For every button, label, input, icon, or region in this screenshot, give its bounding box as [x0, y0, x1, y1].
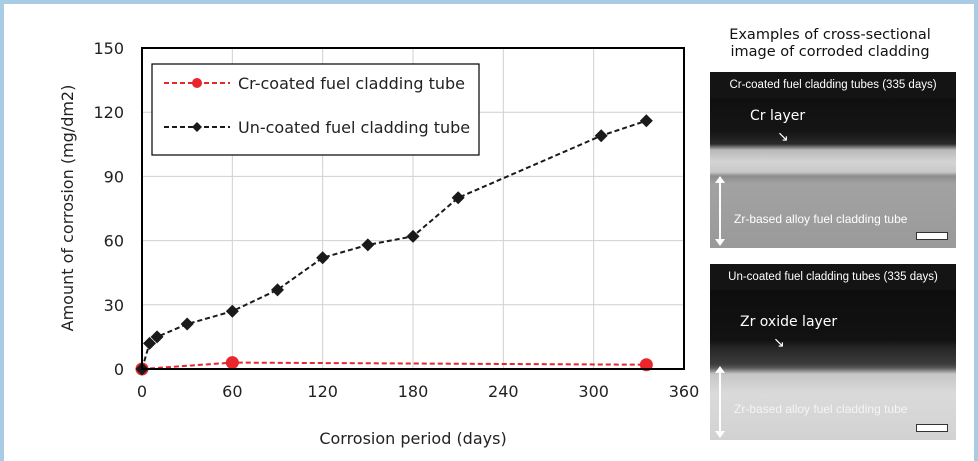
scale-bar	[916, 424, 948, 432]
y-tick-label: 30	[104, 296, 124, 315]
legend-marker-cr	[192, 78, 202, 88]
data-point-uncoated	[225, 304, 239, 318]
data-point-cr	[639, 358, 653, 372]
corrosion-chart: 0 60 120 180 240 300 360 0 30 60 90 120 150 Corrosi…	[58, 39, 699, 448]
double-arrow-icon	[715, 176, 725, 246]
cr-layer-label: Cr layer	[750, 108, 806, 124]
data-point-uncoated	[150, 330, 164, 344]
x-axis-ticks: 0 60 120 180 240 300 360	[137, 382, 699, 401]
y-tick-label: 0	[114, 360, 124, 379]
x-tick-label: 360	[669, 382, 700, 401]
micrograph-image-cr	[710, 72, 956, 248]
x-tick-label: 120	[307, 382, 338, 401]
side-panel-title: Examples of cross-sectional image of cor…	[700, 27, 960, 61]
x-axis-label: Corrosion period (days)	[319, 429, 506, 448]
plot-border	[141, 47, 685, 370]
y-axis-label: Amount of corrosion (mg/dm2)	[58, 85, 77, 332]
data-point-uncoated	[361, 238, 375, 252]
micrograph-caption-uncoated: Un-coated fuel cladding tubes (335 days)	[710, 264, 956, 290]
legend-label-cr: Cr-coated fuel cladding tube	[238, 74, 465, 93]
alloy-label-uncoated: Zr-based alloy fuel cladding tube	[734, 402, 908, 416]
micrograph-uncoated: Un-coated fuel cladding tubes (335 days)…	[710, 264, 956, 440]
data-point-uncoated	[406, 229, 420, 243]
micrograph-cr-coated: Cr-coated fuel cladding tubes (335 days)…	[710, 72, 956, 248]
alloy-label-cr: Zr-based alloy fuel cladding tube	[734, 212, 908, 226]
legend-box	[151, 63, 480, 156]
data-point-uncoated	[143, 336, 157, 350]
data-point-uncoated	[451, 191, 465, 205]
y-tick-label: 150	[93, 39, 124, 58]
micrograph-caption-cr: Cr-coated fuel cladding tubes (335 days)	[710, 72, 956, 98]
side-title-line-2: image of corroded cladding	[730, 44, 930, 60]
y-tick-label: 120	[93, 103, 124, 122]
x-tick-label: 0	[137, 382, 147, 401]
legend-label-uncoated: Un-coated fuel cladding tube	[238, 118, 470, 137]
arrow-down-icon: ↘	[777, 129, 789, 145]
y-tick-label: 90	[104, 167, 124, 186]
x-tick-label: 180	[398, 382, 429, 401]
y-tick-label: 60	[104, 232, 124, 251]
y-axis-ticks: 0 30 60 90 120 150	[93, 39, 124, 379]
data-point-cr	[225, 356, 239, 370]
data-point-uncoated	[639, 114, 653, 128]
scale-bar	[916, 232, 948, 240]
zr-oxide-layer-label: Zr oxide layer	[740, 314, 838, 330]
legend: Cr-coated fuel cladding tube Un-coated f…	[151, 63, 480, 156]
data-point-uncoated	[316, 251, 330, 265]
data-point-uncoated	[180, 317, 194, 331]
x-tick-label: 240	[488, 382, 519, 401]
micrograph-image-uncoated	[710, 264, 956, 440]
data-point-uncoated	[594, 129, 608, 143]
side-title-line-1: Examples of cross-sectional	[729, 27, 931, 43]
x-tick-label: 300	[578, 382, 609, 401]
double-arrow-icon	[715, 366, 725, 438]
data-point-uncoated	[271, 283, 284, 297]
x-tick-label: 60	[222, 382, 242, 401]
legend-marker-uncoated	[192, 122, 202, 132]
arrow-down-icon: ↘	[773, 335, 785, 351]
